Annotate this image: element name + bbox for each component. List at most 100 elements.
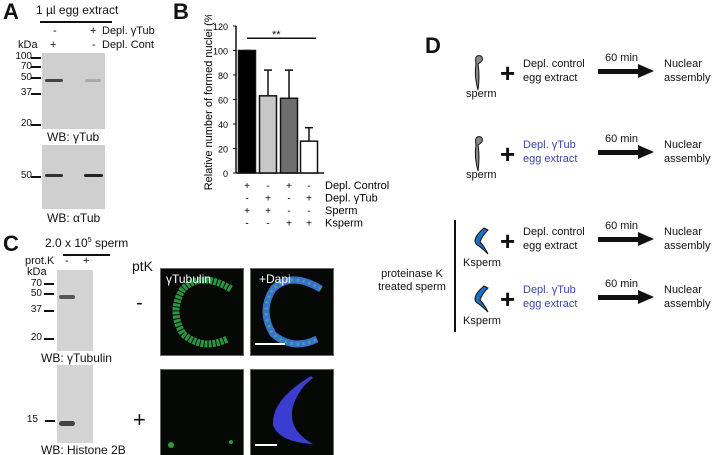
time-label: 60 min	[605, 52, 639, 64]
western-blot-gamma-tubulin	[57, 270, 93, 351]
marker-label: 50	[20, 170, 32, 181]
marker-label: 20	[20, 118, 32, 129]
condition-sign: +	[306, 219, 312, 230]
condition-sign: -	[245, 194, 248, 205]
extract-label: egg extract	[523, 298, 578, 310]
result-label: assembly	[664, 72, 711, 84]
time-label: 60 min	[605, 220, 639, 232]
extract-label: Depl. γTub	[523, 139, 576, 151]
plus-sign: +	[500, 226, 516, 256]
row-label: Depl. Cont	[102, 39, 154, 51]
condition-sign: -	[307, 206, 310, 217]
bar	[299, 140, 319, 174]
condition-sign: +	[265, 206, 271, 217]
arrow-icon	[598, 145, 654, 159]
condition-sign: +	[244, 206, 250, 217]
western-blot-alpha-tub	[42, 145, 105, 209]
row-label: Depl. γTub	[102, 25, 155, 37]
condition-label: Depl. γTub	[325, 193, 378, 205]
condition-sign: -	[266, 181, 269, 192]
band	[45, 174, 63, 177]
marker-label: 100	[15, 51, 32, 62]
extract-label: egg extract	[523, 240, 578, 252]
result-label: assembly	[664, 298, 711, 310]
condition-sign: +	[244, 181, 250, 192]
extract-label: Depl. control	[523, 58, 585, 70]
extract-label: egg extract	[523, 72, 578, 84]
condition-sign: -	[287, 194, 290, 205]
arrow-icon	[598, 64, 654, 78]
title-underline	[40, 21, 112, 23]
lane-sign: +	[50, 39, 57, 51]
condition-sign: -	[307, 181, 310, 192]
scale-bar	[255, 343, 285, 345]
extract-label: Depl. control	[523, 226, 585, 238]
band	[85, 79, 101, 82]
blot-caption: WB: Histone 2B	[41, 443, 126, 455]
y-tick-label: 60	[218, 96, 228, 106]
kda-label: kDa	[18, 39, 38, 51]
microscopy-gamma-tubulin-plus	[160, 369, 244, 455]
panel-d-label: D	[425, 33, 441, 58]
bar	[237, 49, 257, 174]
panel-a-label: A	[3, 0, 19, 24]
condition-sign: +	[286, 219, 292, 230]
plus-sign: +	[500, 58, 516, 88]
band	[84, 174, 103, 177]
cell-label: sperm	[466, 88, 497, 100]
condition-label: Depl. Control	[325, 180, 389, 192]
image-label: +Dapi	[259, 272, 291, 286]
result-label: Nuclear	[664, 58, 702, 70]
marker-label: 50	[20, 72, 32, 83]
protk-label: prot.K	[25, 255, 55, 267]
ksperm-icon	[474, 227, 489, 255]
arrow-icon	[598, 290, 654, 304]
lane-sign: -	[92, 39, 96, 51]
y-tick-label: 100	[213, 47, 228, 57]
condition-sign: -	[266, 219, 269, 230]
sperm-icon	[474, 136, 483, 172]
condition-sign: -	[245, 219, 248, 230]
panel-c-title: 2.0 x 105 sperm	[45, 236, 129, 250]
microscopy-gamma-tubulin-minus: γTubulin	[160, 268, 244, 356]
marker-label: 70	[30, 278, 42, 289]
plus-sign: +	[500, 139, 516, 169]
y-tick-label: 120	[213, 22, 228, 32]
row-plus: +	[133, 407, 146, 432]
lane-sign: +	[90, 25, 97, 37]
condition-sign: +	[265, 194, 271, 205]
result-label: assembly	[664, 153, 711, 165]
extract-label: egg extract	[523, 153, 578, 165]
cell-label: Ksperm	[463, 315, 501, 327]
y-tick-label: 0	[223, 169, 228, 179]
side-label: proteinase K treated sperm	[378, 268, 446, 293]
marker-label: 50	[30, 288, 42, 299]
bar	[258, 95, 278, 174]
panel-c-label: C	[3, 231, 19, 256]
microscopy-dapi-plus	[250, 369, 334, 455]
kda-label: kDa	[27, 266, 47, 278]
panel-b-label: B	[173, 0, 189, 24]
y-tick-label: 80	[218, 71, 228, 81]
blot-caption: WB: γTub	[47, 130, 100, 144]
plus-sign: +	[500, 284, 516, 314]
time-label: 60 min	[605, 133, 639, 145]
lane-sign: +	[83, 255, 90, 267]
western-blot-gamma-tub	[42, 53, 105, 129]
condition-sign: +	[286, 181, 292, 192]
lane-sign: -	[65, 255, 69, 267]
result-label: assembly	[664, 240, 711, 252]
ksperm-icon	[474, 285, 489, 313]
marker-label: 37	[20, 87, 32, 98]
condition-label: Sperm	[325, 205, 357, 217]
condition-sign: -	[287, 206, 290, 217]
result-label: Nuclear	[664, 226, 702, 238]
y-tick-label: 40	[218, 120, 228, 130]
bar	[279, 97, 299, 174]
western-blot-histone-2b	[57, 365, 93, 443]
image-label: γTubulin	[166, 272, 211, 286]
blot-caption: WB: γTubulin	[41, 351, 112, 365]
y-tick-label: 20	[218, 145, 228, 155]
cell-label: Ksperm	[463, 257, 501, 269]
